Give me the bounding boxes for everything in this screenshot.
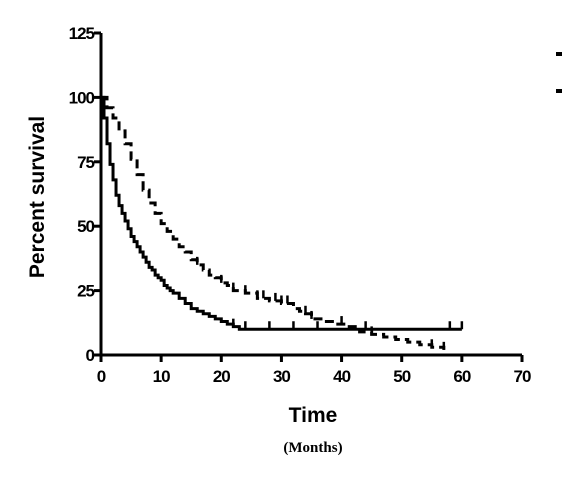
series-layer [101, 95, 464, 350]
series-1-line [101, 95, 462, 331]
x-tick-label: 40 [333, 367, 350, 386]
x-tick-label: 0 [97, 367, 106, 386]
legend [556, 52, 562, 93]
x-axis-label: Time [289, 404, 338, 427]
y-tick-label: 0 [86, 346, 95, 365]
y-tick-label: 75 [77, 153, 94, 172]
x-tick-label: 30 [273, 367, 290, 386]
y-tick-label: 25 [77, 282, 94, 301]
y-tick-label: 125 [69, 24, 95, 43]
x-tick-label: 10 [153, 367, 170, 386]
y-tick-label: 100 [69, 88, 95, 107]
x-tick-label: 70 [514, 367, 531, 386]
x-tick-label: 20 [213, 367, 230, 386]
axes: 0 10 20 30 40 50 60 70 0 25 50 75 100 125 [69, 24, 532, 386]
x-axis-sublabel: (Months) [283, 440, 342, 456]
x-tick-label: 50 [393, 367, 410, 386]
x-tick-label: 60 [453, 367, 470, 386]
legend-swatch-dashed [556, 89, 562, 93]
y-tick-label: 50 [77, 217, 94, 236]
legend-swatch-solid [556, 52, 562, 56]
y-axis-label: Percent survival [26, 116, 49, 278]
series-2-line [101, 95, 446, 350]
